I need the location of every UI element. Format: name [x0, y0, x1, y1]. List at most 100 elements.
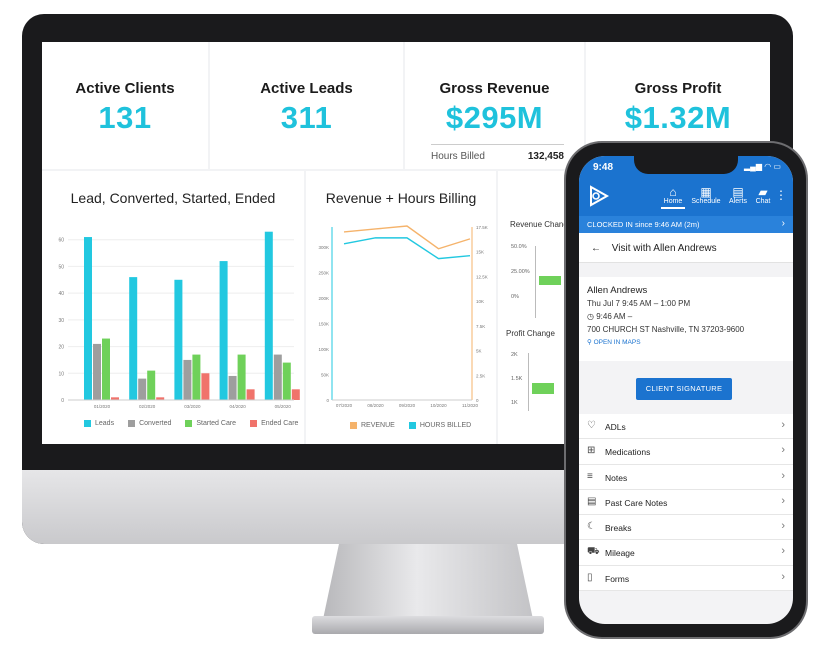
bar-leads — [264, 231, 273, 400]
y-tick-label-right: 15K — [476, 250, 484, 255]
bar-started-care — [147, 370, 156, 400]
y-tick-label: 30 — [58, 318, 64, 324]
revenue-change-bar — [539, 276, 561, 285]
nav-chat[interactable]: ▰ Chat — [748, 186, 778, 205]
y-tick-label: 50 — [58, 264, 64, 270]
x-tick-label: 11/2020 — [462, 403, 478, 408]
clocked-in-since: since 9:46 AM (2m) — [634, 220, 700, 229]
bar-leads — [84, 237, 92, 400]
x-tick-label: 08/2020 — [367, 403, 384, 408]
client-name: Allen Andrews — [587, 285, 648, 296]
more-menu-icon[interactable]: ⋮ — [775, 188, 787, 202]
app-logo-icon — [590, 185, 610, 207]
menu-item-breaks[interactable]: ☾ Breaks › — [579, 515, 793, 541]
bar-chart-legend: Leads Converted Started Care Ended Care — [84, 420, 298, 427]
x-tick-label: 04/2020 — [229, 404, 246, 409]
chevron-right-icon: › — [781, 218, 785, 229]
nav-home[interactable]: ⌂ Home — [658, 186, 688, 209]
back-arrow-icon[interactable]: ← — [591, 243, 601, 254]
chevron-right-icon: › — [781, 570, 785, 583]
y-tick-label-left: 250K — [318, 271, 329, 276]
nav-label: Chat — [755, 198, 771, 205]
map-pin-icon: ⚲ — [587, 339, 594, 346]
bar-started-care — [237, 354, 246, 400]
clocked-in-label: CLOCKED IN — [587, 220, 633, 229]
kpi-active-leads: Active Leads 311 — [210, 42, 403, 169]
y-tick-label-right: 10K — [476, 299, 484, 304]
visit-header: ← Visit with Allen Andrews — [579, 233, 793, 263]
nav-alerts[interactable]: ▤ Alerts — [723, 186, 753, 205]
menu-label: ADLs — [605, 422, 626, 432]
y-tick-label-right: 5K — [476, 349, 482, 354]
menu-label: Forms — [605, 573, 630, 584]
menu-item-adls[interactable]: ♡ ADLs › — [579, 414, 793, 440]
bar-started-care — [102, 338, 110, 400]
alerts-icon: ▤ — [732, 185, 744, 199]
phone-screen: 9:48 ▂▄▆ ◠ ▭ ⌂ Home ▦ Schedule ▤ Alerts — [579, 156, 793, 624]
legend-swatch — [128, 420, 136, 427]
y-tick-label: 20 — [58, 345, 64, 351]
client-signature-button[interactable]: CLIENT SIGNATURE — [636, 378, 732, 400]
y-tick-label-left: 100K — [318, 347, 329, 352]
bar-chart: 0 10 20 30 40 50 60 01/2020 02/2020 03/2020 04/202… — [58, 231, 300, 409]
bar-ended-care — [111, 397, 119, 400]
y-tick-label-left: 50K — [321, 373, 329, 378]
chart-title: Lead, Converted, Started, Ended — [70, 190, 276, 206]
legend-swatch — [350, 422, 357, 429]
bar-ended-care — [246, 389, 255, 400]
revenue-change-axis-line — [535, 246, 536, 318]
series-line-hours-billed — [343, 237, 471, 260]
visit-title: Visit with Allen Andrews — [611, 243, 717, 254]
menu-label: Medications — [605, 447, 651, 458]
legend-hours-billed: HOURS BILLED — [408, 422, 471, 429]
hours-billed-row: Hours Billed 132,458 — [431, 144, 564, 162]
bar-converted — [138, 378, 147, 400]
clock-row: ◷ 9:46 AM – — [587, 310, 785, 323]
notes-icon: ≡ — [587, 470, 593, 482]
x-tick-label: 03/2020 — [184, 404, 201, 409]
profit-change-bar — [532, 383, 554, 394]
menu-item-forms[interactable]: ▯ Forms › — [579, 566, 793, 592]
bar-converted — [273, 354, 282, 400]
menu-item-medications[interactable]: ⊞ Medications › — [579, 439, 793, 465]
y-tick-label-left: 300K — [318, 245, 329, 250]
status-time: 9:48 — [593, 162, 614, 173]
legend-ended-care: Ended Care — [250, 420, 298, 427]
menu-label: Mileage — [605, 548, 635, 559]
menu-label: Breaks — [605, 523, 632, 534]
bar-converted — [183, 359, 192, 400]
revenue-change-title: Revenue Change — [510, 220, 573, 229]
kpi-title: Gross Profit — [634, 80, 722, 97]
nav-label: Home — [663, 198, 683, 205]
profit-change-axis: 2K 1.5K 1K — [511, 343, 522, 415]
line-chart-legend: REVENUE HOURS BILLED — [350, 422, 471, 429]
clocked-in-bar[interactable]: CLOCKED IN since 9:46 AM (2m) › — [579, 216, 793, 233]
bar-started-care — [282, 362, 291, 400]
y-tick-label: 40 — [58, 291, 64, 297]
legend-swatch — [185, 420, 193, 427]
chevron-right-icon: › — [781, 469, 785, 482]
nav-label: Alerts — [729, 198, 747, 205]
phone-device: 9:48 ▂▄▆ ◠ ▭ ⌂ Home ▦ Schedule ▤ Alerts — [566, 143, 806, 637]
profit-change-axis-line — [528, 353, 529, 411]
status-icons: ▂▄▆ ◠ ▭ — [744, 162, 781, 171]
menu-item-notes[interactable]: ≡ Notes › — [579, 465, 793, 490]
x-tick-label: 05/2020 — [275, 404, 292, 409]
y-tick-label-left: 150K — [318, 322, 329, 327]
chevron-right-icon: › — [781, 444, 785, 457]
hours-billed-value: 132,458 — [527, 151, 564, 162]
menu-item-past-care-notes[interactable]: ▤ Past Care Notes › — [579, 490, 793, 516]
visit-address: 700 CHURCH ST Nashville, TN 37203-9600 — [587, 325, 745, 334]
y-tick-label-right: 2.5K — [476, 373, 485, 378]
open-maps-link[interactable]: ⚲ OPEN IN MAPS — [587, 336, 785, 349]
visit-menu: ♡ ADLs › ⊞ Medications › ≡ Notes › ▤ Past Care … — [579, 414, 793, 592]
bar-converted — [93, 343, 101, 400]
kpi-value: 311 — [280, 100, 333, 135]
nav-schedule[interactable]: ▦ Schedule — [691, 186, 721, 205]
bar-leads — [174, 279, 183, 400]
menu-item-mileage[interactable]: ⛟ Mileage › — [579, 540, 793, 566]
axis-tick: 0% — [511, 294, 519, 300]
profit-change-title: Profit Change — [506, 329, 555, 338]
axis-tick: 50.0% — [511, 244, 527, 250]
